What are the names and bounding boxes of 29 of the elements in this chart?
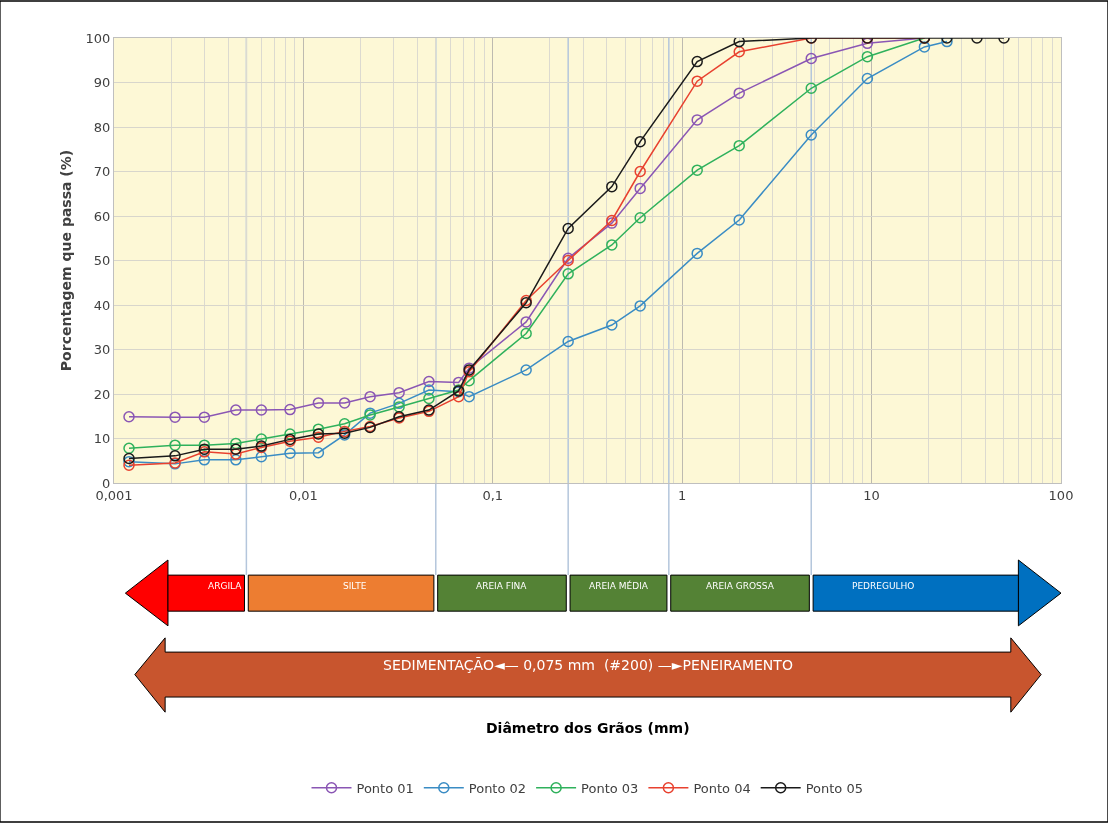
x-tick-label: 0,1 (482, 487, 504, 503)
y-tick-label: 70 (93, 164, 111, 180)
y-tick-label: 20 (93, 386, 111, 402)
y-tick-label: 50 (93, 253, 111, 269)
y-tick-label: 100 (85, 30, 111, 46)
x-tick-label: 0,01 (288, 487, 318, 503)
text: Diâmetro dos Grãos (mm) (486, 720, 690, 736)
text: AREIA FINA (476, 581, 528, 591)
legend-label: Ponto 01 (356, 780, 414, 796)
text: SEDIMENTAÇÃO◄— 0,075 mm (#200) —►PENEIRAMENTO (383, 657, 793, 673)
y-tick-label: 10 (93, 431, 111, 447)
x-tick-label: 1 (678, 487, 687, 503)
y-tick-label: 90 (93, 75, 111, 91)
y-tick-label: 60 (93, 208, 111, 224)
text: ARGILA (208, 581, 243, 591)
legend-label: Ponto 05 (805, 780, 863, 796)
y-tick-label: 80 (93, 119, 111, 135)
legend-label: Ponto 04 (693, 780, 751, 796)
x-tick-label: 100 (1048, 487, 1074, 503)
text: SILTE (343, 581, 367, 591)
text: AREIA GROSSA (706, 581, 775, 591)
x-tick-label: 10 (863, 487, 880, 503)
y-axis-title: Porcentagem que passa (%) (58, 149, 75, 372)
y-tick-label: 40 (93, 297, 111, 313)
y-tick-label: 30 (93, 342, 111, 358)
legend-label: Ponto 02 (468, 780, 527, 796)
text: PEDREGULHO (852, 581, 915, 591)
legend-label: Ponto 03 (581, 780, 639, 796)
text: AREIA MÉDIA (589, 580, 649, 591)
